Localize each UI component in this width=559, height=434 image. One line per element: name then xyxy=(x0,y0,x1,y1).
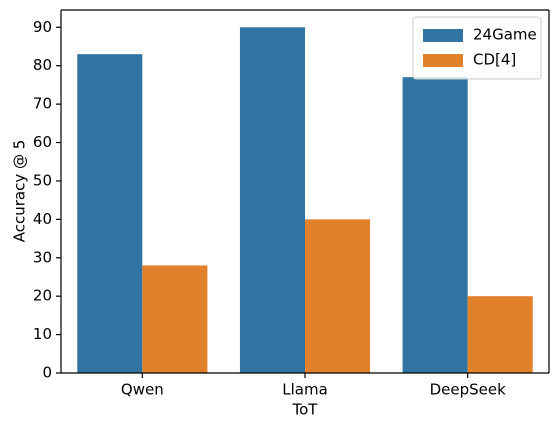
y-tick-label: 30 xyxy=(33,248,52,266)
y-tick-label: 80 xyxy=(33,56,52,74)
x-axis-label: ToT xyxy=(292,401,319,419)
legend-label: 24Game xyxy=(473,26,537,44)
bar xyxy=(402,77,468,373)
x-tick-label: DeepSeek xyxy=(430,381,507,399)
x-tick-label: Qwen xyxy=(121,381,164,399)
bar xyxy=(142,265,208,373)
y-tick-label: 70 xyxy=(33,95,52,113)
y-tick-label: 0 xyxy=(42,364,52,382)
y-tick-label: 10 xyxy=(33,325,52,343)
bar xyxy=(77,54,143,374)
x-tick-label: Llama xyxy=(282,381,328,399)
y-axis-label: Accuracy @ 5 xyxy=(11,140,29,243)
bar xyxy=(305,219,371,373)
bar xyxy=(239,27,305,374)
y-tick-label: 90 xyxy=(33,18,52,36)
y-tick-label: 60 xyxy=(33,133,52,151)
legend-label: CD[4] xyxy=(473,51,516,69)
y-tick-label: 50 xyxy=(33,171,52,189)
legend-swatch xyxy=(423,29,463,42)
y-tick-label: 40 xyxy=(33,210,52,228)
bar xyxy=(467,296,533,373)
y-tick-label: 20 xyxy=(33,287,52,305)
legend-swatch xyxy=(423,54,463,67)
